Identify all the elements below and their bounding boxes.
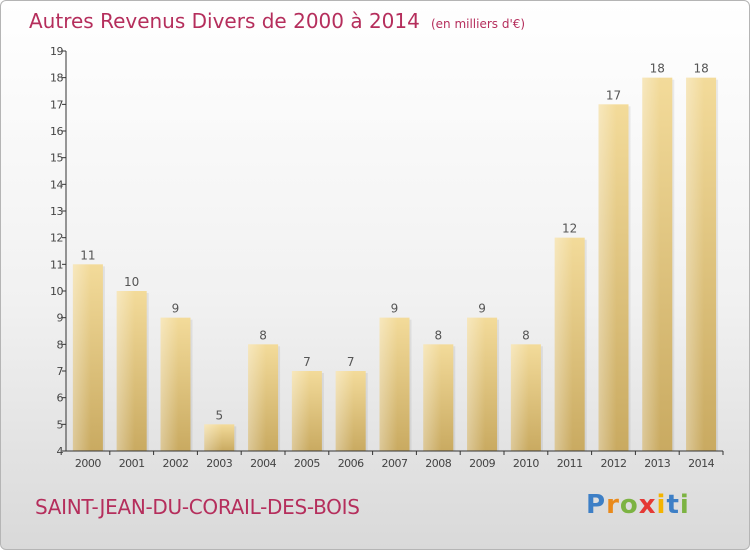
y-tick-label: 16: [50, 125, 63, 138]
data-label: 9: [391, 302, 399, 316]
y-tick-label: 7: [57, 365, 64, 378]
data-label: 17: [606, 88, 621, 102]
x-tick-label: 2013: [644, 457, 670, 470]
proxiti-logo: Proxiti: [586, 490, 690, 520]
x-tick-label: 2007: [382, 457, 408, 470]
logo-letter: t: [666, 490, 680, 520]
x-tick-label: 2000: [75, 457, 101, 470]
y-tick-label: 11: [50, 258, 63, 271]
y-tick-label: 8: [57, 338, 64, 351]
chart-title-unit: (en milliers d'€): [430, 17, 526, 31]
x-tick-label: 2003: [206, 457, 232, 470]
data-label: 9: [478, 302, 486, 316]
x-tick-label: 2006: [338, 457, 364, 470]
bar-highlight: [335, 371, 366, 451]
data-label: 8: [434, 328, 442, 342]
bar-highlight: [598, 104, 629, 451]
y-tick-label: 12: [50, 232, 63, 245]
bar-highlight: [467, 317, 498, 451]
commune-name: SAINT-JEAN-DU-CORAIL-DES-BOIS: [35, 495, 360, 519]
bar-highlight: [160, 317, 191, 451]
x-tick-label: 2008: [425, 457, 451, 470]
bar-highlight: [642, 77, 673, 452]
x-tick-label: 2004: [250, 457, 276, 470]
x-tick-label: 2010: [513, 457, 539, 470]
x-tick-label: 2012: [601, 457, 627, 470]
bar-highlight: [510, 344, 541, 451]
bar-highlight: [423, 344, 454, 451]
bar-highlight: [554, 237, 585, 451]
chart-title-main: Autres Revenus Divers de 2000 à 2014: [29, 9, 420, 33]
bar-highlight: [72, 264, 103, 451]
data-label: 9: [172, 302, 180, 316]
data-label: 7: [303, 355, 311, 369]
y-tick-label: 17: [50, 98, 63, 111]
y-tick-label: 19: [50, 45, 63, 58]
x-tick-label: 2005: [294, 457, 320, 470]
logo-letter: i: [679, 490, 690, 520]
bar-highlight: [291, 371, 322, 451]
data-label: 7: [347, 355, 355, 369]
x-tick-label: 2001: [119, 457, 145, 470]
y-tick-label: 4: [57, 445, 64, 458]
y-tick-label: 10: [50, 285, 63, 298]
data-label: 5: [215, 408, 223, 422]
logo-letter: o: [619, 490, 639, 520]
bar-highlight: [116, 291, 147, 451]
y-tick-label: 5: [57, 418, 64, 431]
logo-letter: i: [656, 490, 667, 520]
data-label: 18: [693, 62, 708, 76]
data-label: 12: [562, 222, 577, 236]
x-tick-label: 2009: [469, 457, 495, 470]
y-tick-label: 14: [50, 178, 63, 191]
bar-highlight: [379, 317, 410, 451]
x-tick-label: 2011: [557, 457, 583, 470]
y-tick-label: 18: [50, 72, 63, 85]
data-label: 8: [259, 328, 267, 342]
y-tick-label: 9: [57, 312, 64, 325]
data-label: 18: [650, 62, 665, 76]
logo-letter: x: [638, 490, 657, 520]
data-label: 8: [522, 328, 530, 342]
bar-highlight: [204, 424, 235, 451]
logo-letter: r: [606, 490, 620, 520]
data-label: 10: [124, 275, 139, 289]
x-tick-label: 2014: [688, 457, 714, 470]
y-tick-label: 6: [57, 392, 64, 405]
x-tick-label: 2002: [163, 457, 189, 470]
logo-letter: P: [586, 490, 607, 520]
y-tick-label: 15: [50, 152, 63, 165]
y-tick-label: 13: [50, 205, 63, 218]
chart-title: Autres Revenus Divers de 2000 à 2014 (en…: [29, 9, 525, 33]
data-label: 11: [80, 248, 95, 262]
bar-highlight: [248, 344, 279, 451]
bar-highlight: [686, 77, 717, 452]
